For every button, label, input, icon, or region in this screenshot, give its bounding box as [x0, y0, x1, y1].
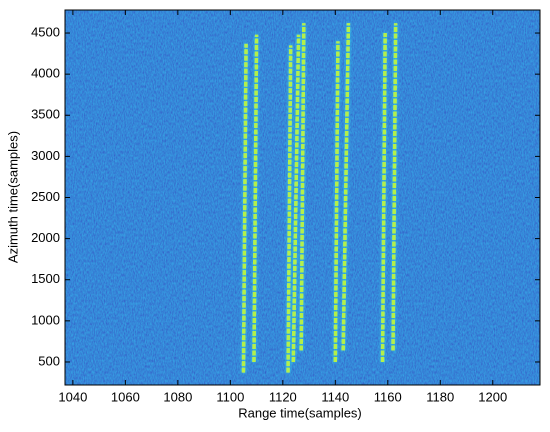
- x-tick-label: 1140: [321, 389, 349, 404]
- y-tick-label: 1500: [31, 271, 60, 286]
- x-tick-label: 1200: [478, 389, 507, 404]
- track: [391, 23, 398, 351]
- y-tick-label: 4500: [31, 24, 60, 39]
- x-tick-label: 1100: [216, 389, 244, 404]
- x-tick-label: 1180: [426, 389, 454, 404]
- x-tick-label: 1080: [163, 389, 192, 404]
- y-tick-label: 2000: [31, 230, 60, 245]
- x-axis-label: Range time(samples): [238, 405, 362, 420]
- x-tick-label: 1060: [111, 389, 140, 404]
- track: [286, 45, 293, 373]
- track: [299, 23, 306, 351]
- x-tick-label: 1120: [269, 389, 297, 404]
- track: [333, 41, 340, 362]
- track: [341, 23, 351, 351]
- x-tick-label: 1040: [58, 389, 87, 404]
- track: [380, 33, 387, 362]
- tracks: [197, 23, 398, 373]
- track: [252, 34, 259, 362]
- track: [241, 43, 248, 373]
- track: [291, 34, 301, 363]
- y-tick-label: 1000: [31, 312, 60, 327]
- y-tick-label: 3500: [31, 107, 60, 122]
- y-tick-label: 500: [38, 353, 60, 368]
- y-axis-label: Azimuth time(samples): [5, 131, 20, 263]
- x-tick-label: 1160: [374, 389, 402, 404]
- y-tick-label: 3000: [31, 148, 60, 163]
- y-tick-label: 4000: [31, 66, 60, 81]
- y-tick-label: 2500: [31, 189, 60, 204]
